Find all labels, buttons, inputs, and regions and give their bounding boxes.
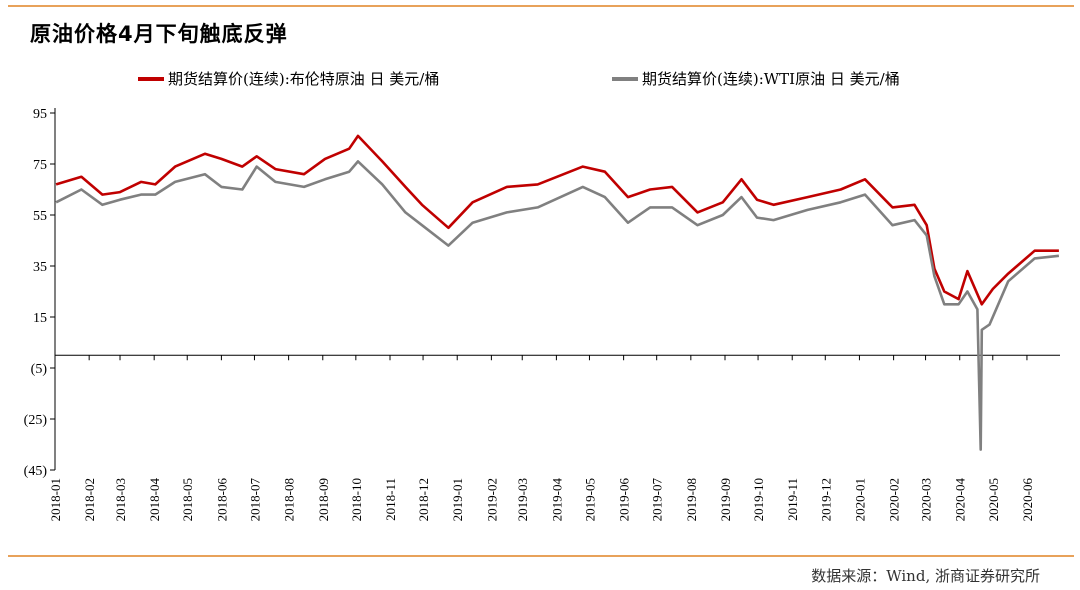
series-line-wti <box>55 160 1060 451</box>
x-tick-label: 2018-12 <box>416 478 431 521</box>
chart-title: 原油价格4月下旬触底反弹 <box>30 22 288 46</box>
x-tick-label: 2019-04 <box>549 478 564 522</box>
x-tick-label: 2019-05 <box>582 478 597 521</box>
x-tick-label: 2020-04 <box>953 478 968 522</box>
x-tick-label: 2019-10 <box>751 478 766 521</box>
x-tick-label: 2018-07 <box>247 478 262 522</box>
x-tick-label: 2018-02 <box>82 478 97 521</box>
x-tick-label: 2019-01 <box>450 478 465 521</box>
x-tick-label: 2018-11 <box>383 478 398 521</box>
x-tick-label: 2019-08 <box>684 478 699 521</box>
x-tick-label: 2019-02 <box>484 478 499 521</box>
x-tick-label: 2020-01 <box>852 478 867 521</box>
x-tick-label: 2019-11 <box>785 478 800 521</box>
x-tick-label: 2019-07 <box>650 478 665 522</box>
x-tick-label: 2020-02 <box>887 478 902 521</box>
y-tick-label: 35 <box>33 260 47 275</box>
legend-swatch-brent <box>138 76 164 81</box>
x-tick-label: 2020-05 <box>986 478 1001 521</box>
legend-label-brent: 期货结算价(连续):布伦特原油 日 美元/桶 <box>168 70 440 88</box>
legend-label-wti: 期货结算价(连续):WTI原油 日 美元/桶 <box>642 70 900 88</box>
x-tick-label: 2018-05 <box>180 478 195 521</box>
x-tick-label: 2020-06 <box>1020 478 1035 522</box>
series-line-brent <box>55 134 1059 306</box>
legend-swatch-wti <box>612 76 638 81</box>
y-tick-label: 75 <box>33 158 47 173</box>
y-tick-label: 15 <box>33 311 47 326</box>
legend-item-brent: 期货结算价(连续):布伦特原油 日 美元/桶 <box>138 68 439 89</box>
bottom-rule <box>8 555 1074 557</box>
source-note: 数据来源：Wind, 浙商证券研究所 <box>811 567 1040 585</box>
x-tick-label: 2018-09 <box>316 478 331 521</box>
x-tick-label: 2018-06 <box>214 478 229 522</box>
x-tick-label: 2018-04 <box>147 478 162 522</box>
top-rule <box>8 5 1074 7</box>
y-tick-label: (5) <box>31 362 48 377</box>
y-tick-label: 55 <box>33 209 47 224</box>
x-tick-label: 2019-12 <box>818 478 833 521</box>
x-tick-label: 2018-08 <box>282 478 297 521</box>
x-tick-label: 2018-10 <box>349 478 364 521</box>
y-tick-label: (25) <box>24 413 48 428</box>
x-tick-label: 2019-06 <box>617 478 632 522</box>
legend-item-wti: 期货结算价(连续):WTI原油 日 美元/桶 <box>612 68 900 89</box>
y-tick-label: 95 <box>33 107 47 122</box>
x-tick-label: 2018-01 <box>48 478 63 521</box>
x-tick-label: 2019-03 <box>515 478 530 521</box>
x-tick-label: 2020-03 <box>919 478 934 521</box>
x-tick-label: 2018-03 <box>113 478 128 521</box>
x-tick-label: 2019-09 <box>718 478 733 521</box>
y-tick-label: (45) <box>24 464 48 479</box>
legend: 期货结算价(连续):布伦特原油 日 美元/桶 期货结算价(连续):WTI原油 日… <box>0 68 1080 98</box>
